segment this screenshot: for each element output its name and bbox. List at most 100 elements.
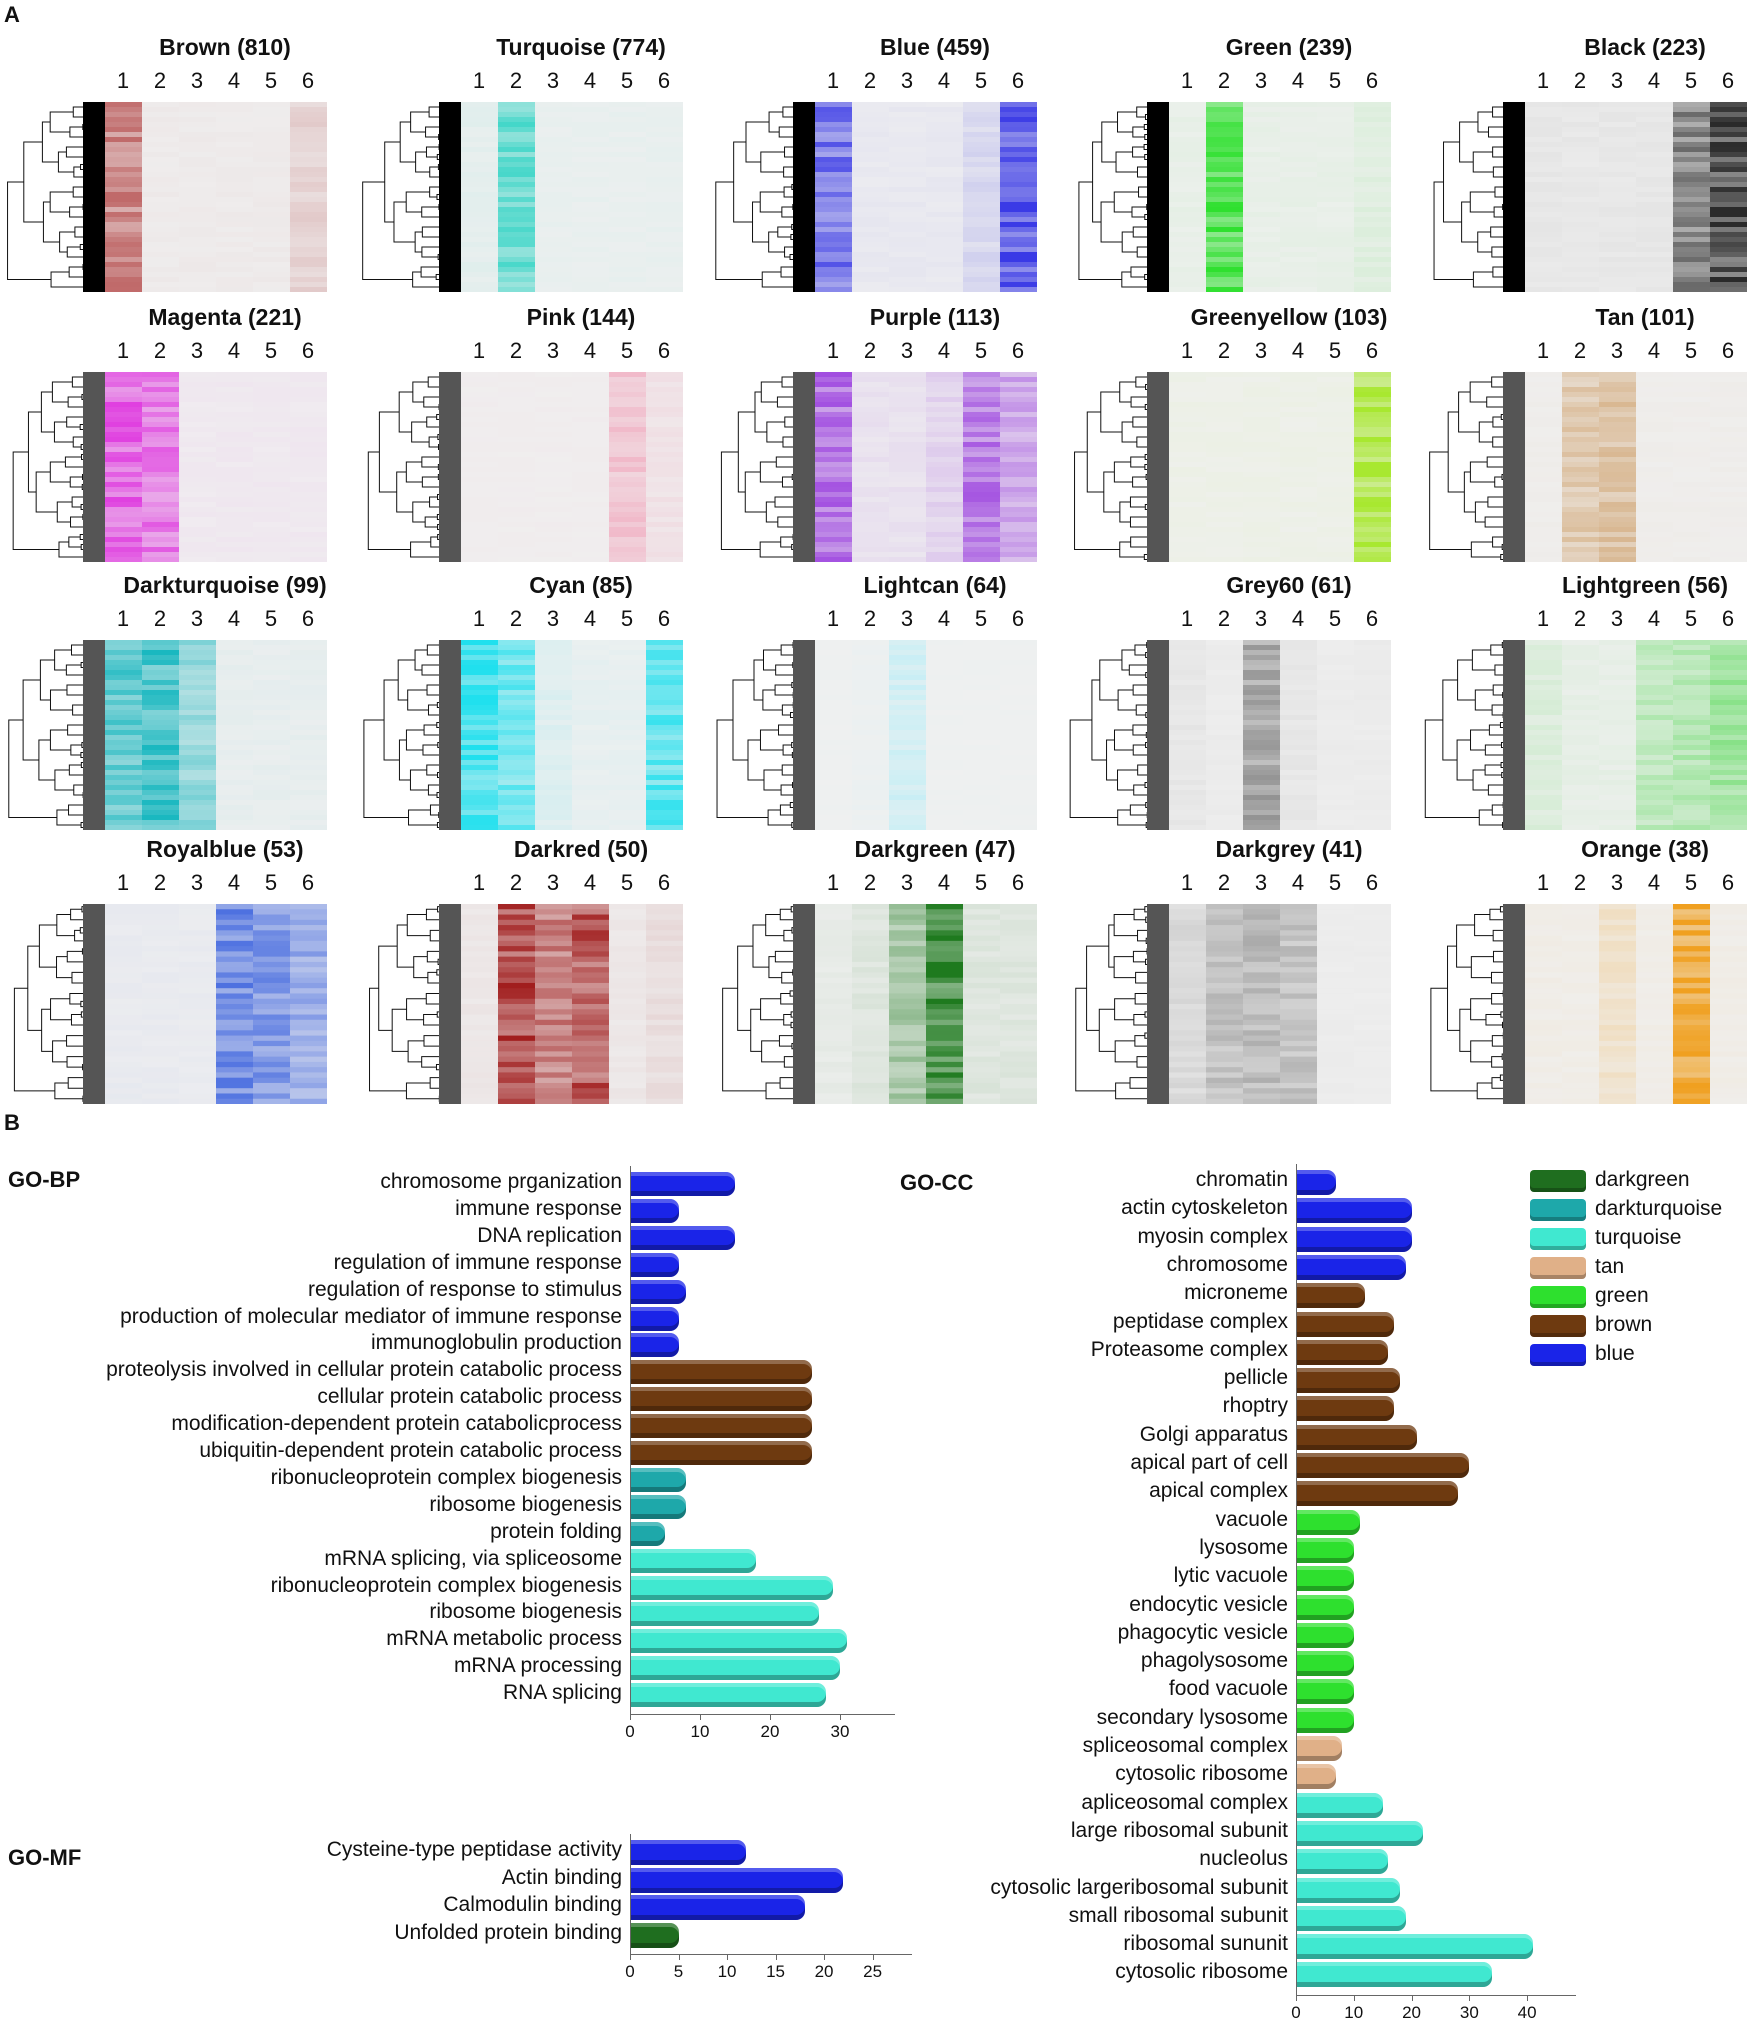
heatmap-cell xyxy=(142,457,179,462)
heatmap-cell xyxy=(646,517,683,522)
heatmap-cell xyxy=(535,287,572,292)
heatmap-cell xyxy=(461,765,498,770)
heatmap-cell xyxy=(1000,147,1037,152)
heatmap-cell xyxy=(142,951,179,957)
dendrogram-branch xyxy=(1093,142,1102,222)
heatmap-cell xyxy=(815,127,852,132)
heatmap-cell xyxy=(1525,427,1562,432)
heatmap-cell xyxy=(1000,227,1037,232)
dendrogram-leaves xyxy=(793,102,815,292)
heatmap-title: Lightcan (64) xyxy=(810,572,1060,599)
heatmap-cell xyxy=(1280,262,1317,267)
heatmap-cell xyxy=(216,107,253,112)
heatmap-cell xyxy=(1000,202,1037,207)
heatmap-cell xyxy=(290,1051,327,1057)
heatmap-cell xyxy=(889,951,926,957)
heatmap-cell xyxy=(1562,442,1599,447)
heatmap-cell xyxy=(1525,675,1562,680)
dendrogram-branch xyxy=(363,182,413,280)
heatmap-cell xyxy=(646,775,683,780)
heatmap-cell xyxy=(535,1072,572,1078)
heatmap-cell xyxy=(105,930,142,936)
heatmap-cell xyxy=(1710,137,1747,142)
heatmap-cell xyxy=(1280,785,1317,790)
heatmap-cell xyxy=(1206,755,1243,760)
heatmap-cell xyxy=(963,217,1000,222)
heatmap-cell xyxy=(142,452,179,457)
heatmap-cell xyxy=(1000,532,1037,537)
heatmap-cell xyxy=(535,427,572,432)
dendrogram-branch xyxy=(414,957,428,978)
heatmap-cell xyxy=(498,790,535,795)
heatmap-cell xyxy=(1710,232,1747,237)
heatmap-cell xyxy=(1206,512,1243,517)
dendrogram-branch xyxy=(55,650,72,670)
heatmap-cell xyxy=(216,137,253,142)
heatmap-cell xyxy=(1354,487,1391,492)
heatmap-cell xyxy=(815,437,852,442)
heatmap-cell xyxy=(216,377,253,382)
dendrogram-branch xyxy=(766,915,784,936)
heatmap-cell xyxy=(142,137,179,142)
heatmap-cell xyxy=(572,770,609,775)
heatmap-cell xyxy=(1673,740,1710,745)
heatmap-cell xyxy=(142,972,179,978)
heatmap-cell xyxy=(963,665,1000,670)
heatmap-cell xyxy=(1562,532,1599,537)
heatmap-cell xyxy=(963,820,1000,825)
heatmap-cell xyxy=(1243,377,1280,382)
heatmap-cell xyxy=(105,462,142,467)
heatmap-cell xyxy=(179,282,216,287)
heatmap-cell xyxy=(179,157,216,162)
heatmap-cell xyxy=(290,1083,327,1089)
heatmap-cell xyxy=(1169,182,1206,187)
heatmap-cell xyxy=(609,392,646,397)
heatmap-cell xyxy=(1243,372,1280,377)
heatmap-cell xyxy=(1673,437,1710,442)
heatmap-title: Magenta (221) xyxy=(100,304,350,331)
heatmap-cell xyxy=(1525,462,1562,467)
heatmap-cell xyxy=(852,1041,889,1047)
heatmap-cell xyxy=(1206,452,1243,457)
heatmap-cell xyxy=(253,1046,290,1052)
heatmap-cell xyxy=(572,962,609,968)
heatmap-cell xyxy=(1636,680,1673,685)
heatmap-cell xyxy=(1206,557,1243,562)
heatmap-cell xyxy=(889,417,926,422)
heatmap-cell xyxy=(498,112,535,117)
heatmap-cell xyxy=(290,730,327,735)
heatmap-cell xyxy=(216,117,253,122)
heatmap-cell xyxy=(216,1088,253,1094)
heatmap-cell xyxy=(926,232,963,237)
heatmap-cell xyxy=(646,790,683,795)
heatmap-cell xyxy=(1525,222,1562,227)
heatmap-cell xyxy=(889,1093,926,1099)
heatmap-cell xyxy=(1673,655,1710,660)
dendrogram-branch xyxy=(753,925,769,967)
heatmap-cell xyxy=(105,497,142,502)
heatmap-cell xyxy=(889,507,926,512)
heatmap-cell xyxy=(926,1009,963,1015)
heatmap-cell xyxy=(889,272,926,277)
heatmap-cell xyxy=(498,760,535,765)
heatmap-cell xyxy=(1354,152,1391,157)
heatmap-cell xyxy=(142,477,179,482)
heatmap-cell xyxy=(1710,257,1747,262)
dendrogram-branch xyxy=(1470,192,1495,212)
dendrogram-branch xyxy=(51,999,72,1020)
heatmap-column-label: 6 xyxy=(1713,606,1743,632)
heatmap-cell xyxy=(105,482,142,487)
heatmap-cell xyxy=(290,182,327,187)
heatmap-cell xyxy=(216,132,253,137)
heatmap-cell xyxy=(498,122,535,127)
dendrogram-branch xyxy=(57,915,75,936)
heatmap-cell xyxy=(461,650,498,655)
heatmap-cell xyxy=(105,1041,142,1047)
heatmap-cell xyxy=(1673,785,1710,790)
heatmap-cell xyxy=(852,372,889,377)
heatmap-cell xyxy=(1710,287,1747,292)
heatmap-cell xyxy=(105,785,142,790)
heatmap-cell xyxy=(461,1062,498,1068)
heatmap-cell xyxy=(889,387,926,392)
heatmap-cell xyxy=(646,805,683,810)
